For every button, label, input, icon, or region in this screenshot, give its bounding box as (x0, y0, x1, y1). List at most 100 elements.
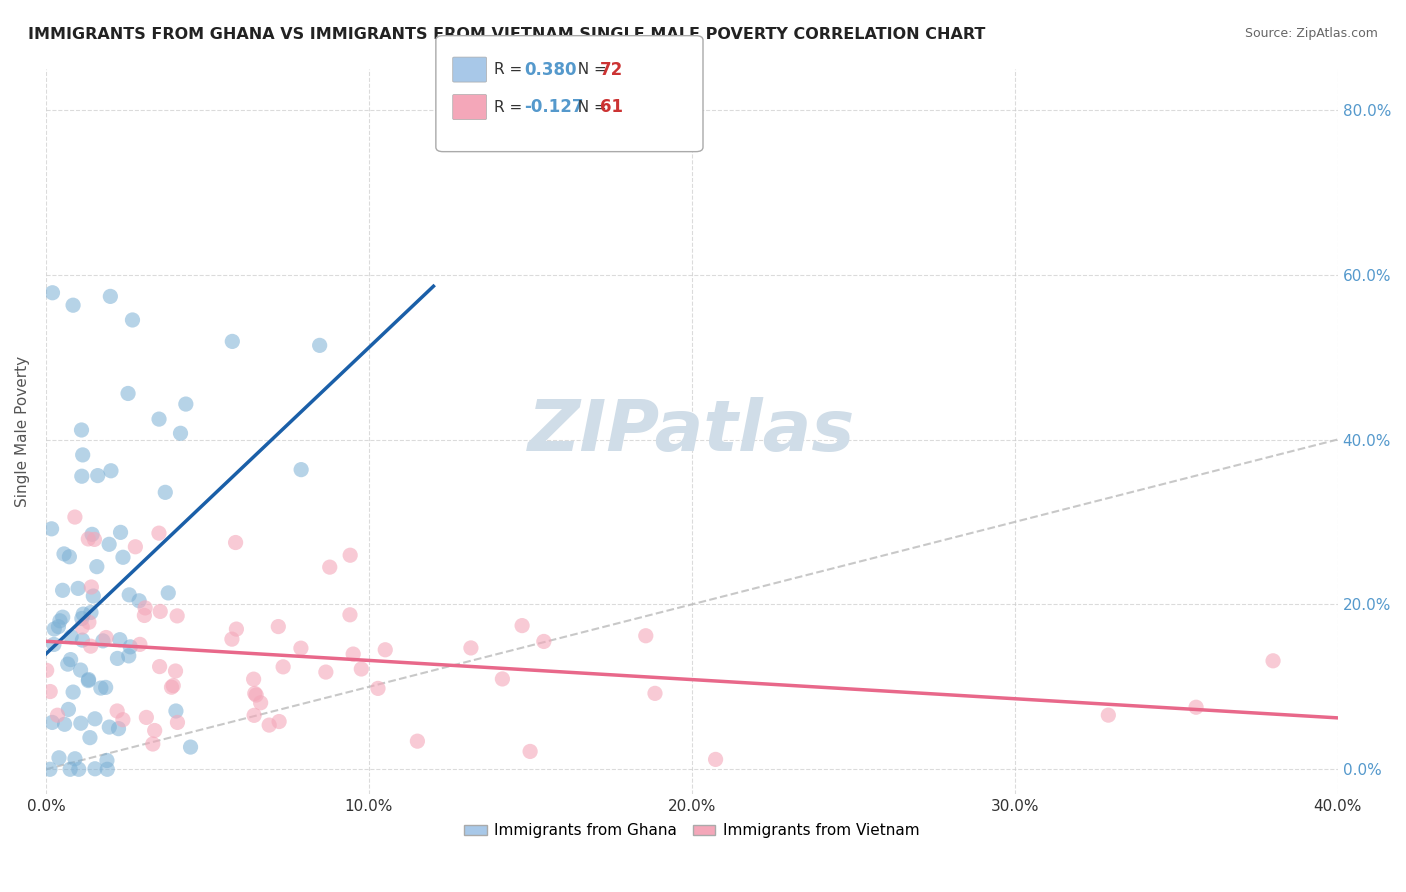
Immigrants from Vietnam (460, 640, 482, 655)
Immigrants from Vietnam (165, 664, 187, 678)
Text: IMMIGRANTS FROM GHANA VS IMMIGRANTS FROM VIETNAM SINGLE MALE POVERTY CORRELATION: IMMIGRANTS FROM GHANA VS IMMIGRANTS FROM… (28, 27, 986, 42)
Immigrants from Vietnam (39, 684, 62, 698)
Immigrants from Ghana (100, 464, 122, 478)
Immigrants from Vietnam (510, 618, 533, 632)
Immigrants from Ghana (41, 715, 63, 730)
Immigrants from Vietnam (63, 510, 86, 524)
Immigrants from Ghana (49, 614, 72, 628)
Text: 0.380: 0.380 (524, 61, 576, 78)
Immigrants from Vietnam (249, 696, 271, 710)
Immigrants from Ghana (44, 622, 66, 636)
Y-axis label: Single Male Poverty: Single Male Poverty (15, 356, 30, 507)
Immigrants from Vietnam (143, 723, 166, 738)
Immigrants from Ghana (155, 485, 177, 500)
Immigrants from Ghana (111, 550, 134, 565)
Immigrants from Ghana (165, 704, 187, 718)
Text: N =: N = (568, 62, 612, 77)
Immigrants from Ghana (60, 630, 83, 644)
Immigrants from Ghana (62, 298, 84, 312)
Immigrants from Vietnam (1185, 700, 1208, 714)
Immigrants from Ghana (107, 722, 129, 736)
Immigrants from Ghana (53, 717, 76, 731)
Immigrants from Ghana (77, 673, 100, 688)
Immigrants from Vietnam (148, 526, 170, 541)
Immigrants from Ghana (82, 527, 104, 541)
Immigrants from Vietnam (35, 664, 58, 678)
Immigrants from Vietnam (704, 752, 727, 766)
Immigrants from Ghana (80, 606, 103, 620)
Immigrants from Vietnam (315, 665, 337, 679)
Text: -0.127: -0.127 (524, 98, 583, 116)
Text: 61: 61 (600, 98, 623, 116)
Immigrants from Vietnam (135, 710, 157, 724)
Immigrants from Ghana (118, 648, 141, 663)
Immigrants from Vietnam (70, 620, 93, 634)
Immigrants from Ghana (174, 397, 197, 411)
Immigrants from Vietnam (134, 608, 156, 623)
Immigrants from Ghana (87, 468, 110, 483)
Immigrants from Vietnam (243, 708, 266, 723)
Immigrants from Vietnam (242, 672, 264, 686)
Text: 72: 72 (600, 61, 624, 78)
Immigrants from Ghana (42, 637, 65, 651)
Immigrants from Ghana (118, 588, 141, 602)
Text: N =: N = (568, 100, 612, 114)
Immigrants from Vietnam (406, 734, 429, 748)
Immigrants from Ghana (107, 651, 129, 665)
Immigrants from Vietnam (1261, 654, 1284, 668)
Immigrants from Vietnam (166, 608, 188, 623)
Immigrants from Ghana (70, 469, 93, 483)
Immigrants from Vietnam (111, 713, 134, 727)
Immigrants from Ghana (221, 334, 243, 349)
Immigrants from Vietnam (134, 600, 156, 615)
Immigrants from Ghana (148, 412, 170, 426)
Immigrants from Ghana (84, 712, 107, 726)
Immigrants from Ghana (96, 762, 118, 776)
Immigrants from Vietnam (166, 715, 188, 730)
Immigrants from Ghana (308, 338, 330, 352)
Immigrants from Ghana (59, 652, 82, 666)
Immigrants from Ghana (94, 681, 117, 695)
Immigrants from Ghana (41, 285, 63, 300)
Immigrants from Vietnam (267, 619, 290, 633)
Immigrants from Vietnam (80, 580, 103, 594)
Text: R =: R = (494, 100, 527, 114)
Immigrants from Vietnam (339, 548, 361, 562)
Immigrants from Vietnam (245, 688, 267, 702)
Immigrants from Ghana (96, 754, 118, 768)
Immigrants from Vietnam (162, 679, 184, 693)
Immigrants from Ghana (169, 426, 191, 441)
Immigrants from Ghana (90, 681, 112, 695)
Immigrants from Ghana (48, 751, 70, 765)
Immigrants from Vietnam (644, 686, 666, 700)
Immigrants from Ghana (52, 610, 75, 624)
Immigrants from Ghana (72, 448, 94, 462)
Immigrants from Vietnam (269, 714, 291, 729)
Immigrants from Vietnam (225, 622, 247, 636)
Immigrants from Vietnam (105, 704, 128, 718)
Immigrants from Vietnam (243, 686, 266, 700)
Immigrants from Ghana (290, 462, 312, 476)
Immigrants from Ghana (62, 685, 84, 699)
Immigrants from Ghana (91, 633, 114, 648)
Text: R =: R = (494, 62, 527, 77)
Immigrants from Ghana (59, 762, 82, 776)
Immigrants from Vietnam (257, 718, 280, 732)
Immigrants from Ghana (67, 582, 90, 596)
Immigrants from Ghana (117, 386, 139, 401)
Immigrants from Vietnam (94, 631, 117, 645)
Immigrants from Ghana (69, 663, 91, 677)
Immigrants from Vietnam (374, 642, 396, 657)
Immigrants from Ghana (63, 752, 86, 766)
Immigrants from Ghana (72, 633, 94, 648)
Immigrants from Vietnam (1097, 708, 1119, 723)
Immigrants from Vietnam (77, 615, 100, 630)
Immigrants from Vietnam (519, 744, 541, 758)
Immigrants from Ghana (53, 547, 76, 561)
Text: Source: ZipAtlas.com: Source: ZipAtlas.com (1244, 27, 1378, 40)
Immigrants from Vietnam (80, 639, 103, 653)
Immigrants from Ghana (120, 640, 142, 654)
Immigrants from Ghana (128, 594, 150, 608)
Immigrants from Vietnam (83, 533, 105, 547)
Immigrants from Ghana (69, 716, 91, 731)
